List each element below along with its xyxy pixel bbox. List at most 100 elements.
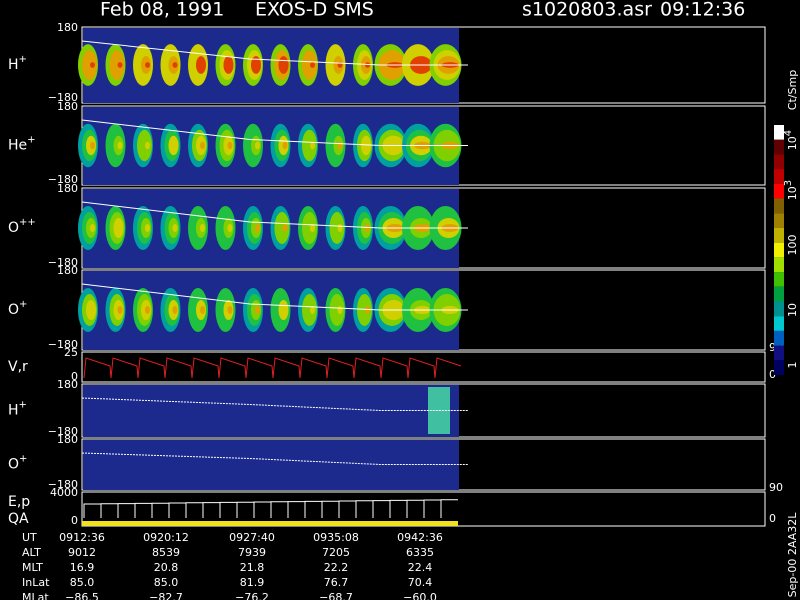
colorbar-cell xyxy=(774,183,784,199)
y-tick-label: −180 xyxy=(48,425,78,438)
y-tick-label: −180 xyxy=(48,478,78,491)
table-value: 16.9 xyxy=(70,561,95,574)
table-value: 0942:36 xyxy=(397,531,443,544)
y-tick-label: 180 xyxy=(57,182,78,195)
y2-tick-label: 90 xyxy=(769,481,783,494)
colorbar-tick: 103 xyxy=(783,180,799,200)
spectrum-blob xyxy=(200,141,205,150)
spectrum-blob xyxy=(117,62,123,68)
table-value: 7939 xyxy=(238,546,266,559)
panel-label: E,p xyxy=(8,494,30,510)
label-text: O xyxy=(8,457,19,473)
trace xyxy=(81,452,468,465)
spectrum-blob xyxy=(117,306,123,314)
spectrum-blob xyxy=(227,306,233,314)
spectrum-blob xyxy=(90,141,95,150)
spectrum-blob xyxy=(227,224,233,232)
table-value: 0927:40 xyxy=(229,531,275,544)
y-tick-label: −180 xyxy=(48,338,78,351)
spectrum-blob xyxy=(365,62,370,68)
y-tick-label: −180 xyxy=(48,173,78,186)
footer: Sep-00 2AA32L xyxy=(786,512,799,598)
label-text: He xyxy=(8,138,27,154)
table-value: 81.9 xyxy=(240,576,265,589)
y-tick-label: 0 xyxy=(71,370,78,383)
table-value: 76.7 xyxy=(324,576,349,589)
spectrum-blob xyxy=(282,306,288,314)
trace xyxy=(81,201,468,229)
table-value: 9012 xyxy=(68,546,96,559)
table-value: −86.5 xyxy=(65,591,99,600)
label-sup: + xyxy=(19,400,27,411)
colorbar-unit: Ct/Smp xyxy=(786,70,799,110)
label-text: O xyxy=(8,220,19,236)
trace xyxy=(81,283,468,311)
data-region xyxy=(83,440,459,490)
panel-frame xyxy=(81,351,766,383)
tick-base: 10 xyxy=(786,136,799,150)
spectrum-blob xyxy=(227,62,233,68)
label-sup: + xyxy=(27,135,35,146)
colorbar-tick: 10 xyxy=(786,303,799,317)
label-sup: + xyxy=(19,299,27,310)
spectrum-blob xyxy=(90,224,95,232)
spectrum-blob xyxy=(145,141,150,150)
date: Feb 08, 1991 xyxy=(100,0,224,21)
colorbar-cell xyxy=(774,227,784,243)
table-label: InLat xyxy=(22,576,50,589)
spectrum-blob xyxy=(145,224,150,232)
colorbar-cell xyxy=(774,125,784,140)
spectrum-blob xyxy=(117,141,123,150)
table-value: 70.4 xyxy=(408,576,433,589)
table-value: 20.8 xyxy=(154,561,179,574)
y-tick-label: 180 xyxy=(57,378,78,391)
y2-tick-label: 0 xyxy=(769,368,776,381)
colorbar-cell xyxy=(774,139,784,155)
table-value: 7205 xyxy=(322,546,350,559)
colorbar-cell xyxy=(774,257,784,273)
y-tick-label: −180 xyxy=(48,91,78,104)
spectrum-blob xyxy=(365,224,370,232)
table-value: 0935:08 xyxy=(313,531,359,544)
ep-trace xyxy=(83,499,458,518)
spectrum-blob xyxy=(255,62,260,68)
spectrum-blob xyxy=(310,306,315,314)
spectrum-blob xyxy=(90,306,95,314)
colorbar-tick: 100 xyxy=(786,235,799,256)
colorbar-cell xyxy=(774,301,784,317)
panel-label: H+ xyxy=(8,400,27,419)
panel-sublabel: QA xyxy=(8,511,29,527)
y-tick-label: 0 xyxy=(71,514,78,527)
colorbar-cell xyxy=(774,330,784,346)
table-value: 6335 xyxy=(406,546,434,559)
spectrum-blob xyxy=(172,306,178,314)
spectrum-blob xyxy=(310,62,315,68)
trace xyxy=(81,119,468,146)
panel-label: O+ xyxy=(8,454,27,473)
table-value: −76.2 xyxy=(235,591,269,600)
colorbar-cell xyxy=(774,286,784,302)
y-tick-label: 25 xyxy=(64,346,78,359)
table-label: ALT xyxy=(22,546,41,559)
table-label: MLT xyxy=(22,561,43,574)
spectrum-blob xyxy=(282,62,288,68)
y-tick-label: 4000 xyxy=(50,486,78,499)
colorbar-tick: 104 xyxy=(783,130,799,150)
table-value: 85.0 xyxy=(70,576,95,589)
tick-exp: 3 xyxy=(783,180,794,186)
y-tick-label: 180 xyxy=(57,100,78,113)
colorbar-tick: 1 xyxy=(786,362,799,369)
table-value: −60.0 xyxy=(403,591,437,600)
time: 09:12:36 xyxy=(660,0,745,21)
colorbar-cell xyxy=(774,154,784,170)
y-tick-label: −180 xyxy=(48,256,78,269)
table-value: 0912:36 xyxy=(59,531,105,544)
colorbar-cell xyxy=(774,169,784,184)
spectrum-blob xyxy=(200,62,205,68)
spectrum-blob xyxy=(172,141,178,150)
data-region xyxy=(83,385,459,437)
table-label: UT xyxy=(22,531,37,544)
trace xyxy=(81,397,468,411)
label-text: H xyxy=(8,57,19,73)
